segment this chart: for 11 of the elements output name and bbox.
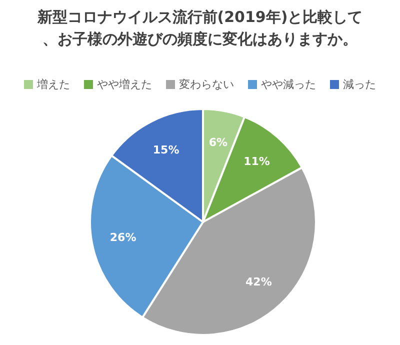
data-label: 15% — [152, 144, 180, 157]
data-label: 11% — [244, 154, 270, 168]
legend-label: 減った — [343, 78, 376, 91]
legend-label: 増えた — [36, 78, 70, 91]
title: 新型コロナウイルス流行前(2019年)と比較して、お子様の外遊びの頻度に変化はありますか。 — [37, 8, 363, 48]
legend-label: やや増えた — [97, 78, 152, 91]
data-label: 26% — [110, 231, 136, 244]
legend-label: やや減った — [261, 78, 316, 91]
legend-label: 変わらない — [179, 78, 234, 91]
data-label: 42% — [246, 275, 272, 288]
data-label: 6% — [208, 136, 228, 150]
